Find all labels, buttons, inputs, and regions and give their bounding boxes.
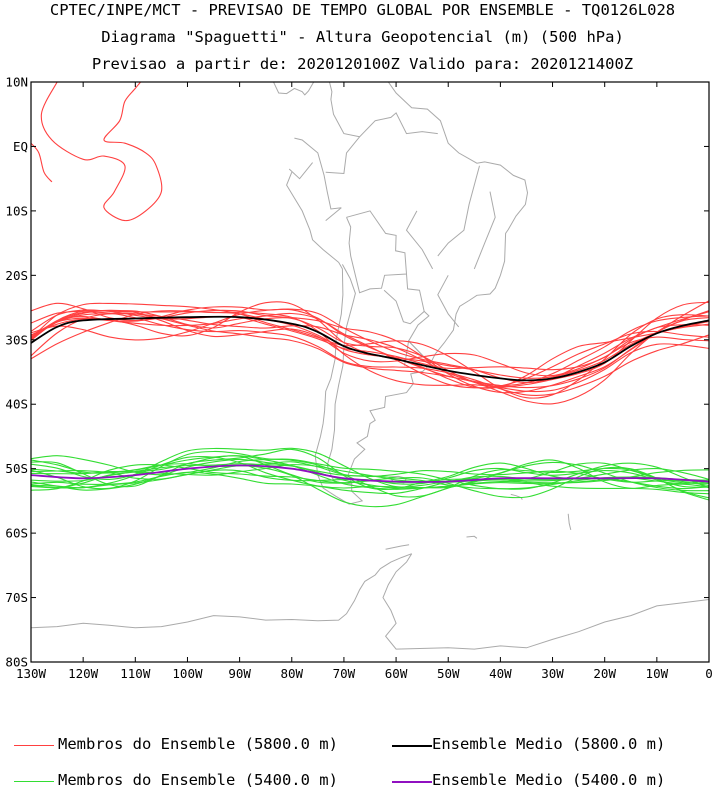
title-line-3: Previsao a partir de: 2020120100Z Valido… [91, 55, 634, 73]
title-line-2: Diagrama "Spaguetti" - Altura Geopotenci… [101, 28, 624, 46]
coastline-south-america [272, 82, 529, 505]
member-5400-line [31, 447, 709, 488]
member-5800-line-tropical [40, 82, 163, 222]
member-5800-line [31, 309, 709, 377]
coastline-borders-12 [405, 210, 434, 270]
lon-label: 100W [172, 666, 203, 681]
legend-red-members: Membros do Ensemble (5800.0 m) [58, 735, 338, 753]
lon-label: 10W [646, 666, 669, 681]
lon-label: 30W [541, 666, 564, 681]
legend-green-members: Membros do Ensemble (5400.0 m) [58, 771, 338, 789]
member-5800-line-tropical-2 [31, 142, 53, 183]
coastline-borders-5 [346, 210, 408, 294]
coastline-borders-10 [325, 207, 342, 221]
ensemble-means [31, 315, 709, 483]
lat-label: 10N [5, 75, 28, 90]
legend-black-mean: Ensemble Medio (5800.0 m) [432, 735, 666, 753]
axis-ticks [30, 81, 710, 663]
legend-black-line [392, 745, 432, 747]
legend-red-line [14, 745, 54, 746]
lon-label: 50W [437, 666, 460, 681]
lon-label: 80W [280, 666, 303, 681]
lat-label: 30S [5, 332, 28, 347]
coastline-central-america [203, 37, 271, 72]
coastline-south-shetland [385, 544, 410, 550]
legend-green-line [14, 781, 54, 782]
lat-label: 10S [5, 203, 28, 218]
coastline-south-orkney [466, 535, 478, 539]
coastline-borders-1 [326, 264, 356, 485]
longitude-labels: 130W 120W 110W 100W 90W 80W 70W 60W 50W 40W 30W 20W… [16, 666, 713, 681]
ensemble-members-5800 [31, 82, 709, 405]
mean-5800-line [31, 315, 709, 382]
lat-label: 80S [5, 655, 28, 670]
member-5800-line [31, 310, 709, 393]
lat-label: 20S [5, 268, 28, 283]
coastline-borders-2 [325, 112, 438, 175]
lon-label: 40W [489, 666, 512, 681]
lon-label: 60W [385, 666, 408, 681]
member-5800-line [31, 306, 709, 384]
lat-label: 50S [5, 461, 28, 476]
coastline-borders-13 [473, 191, 496, 270]
coastline-layer [31, 37, 709, 650]
coastline-borders-9 [328, 82, 360, 138]
coastline-borders-11 [437, 165, 480, 257]
coastline-south-georgia [510, 493, 523, 500]
title-line-1: CPTEC/INPE/MCT - PREVISAO DE TEMPO GLOBA… [49, 1, 676, 19]
lon-label: 110W [120, 666, 151, 681]
plot-frame [30, 81, 710, 663]
lat-label: 40S [5, 397, 28, 412]
latitude-labels: 10N EQ 10S 20S 30S 40S 50S 60S 70S 80S [5, 75, 28, 670]
legend-purple-mean: Ensemble Medio (5400.0 m) [432, 771, 666, 789]
lon-label: 130W [16, 666, 47, 681]
coastline-borders-14 [437, 275, 460, 328]
lon-label: 20W [593, 666, 616, 681]
lon-label: 90W [228, 666, 251, 681]
lon-label: 0 [705, 666, 713, 681]
coastline-borders-4 [288, 162, 313, 180]
lon-label: 70W [333, 666, 356, 681]
lon-label: 120W [68, 666, 99, 681]
mean-5400-line [31, 464, 709, 483]
coastline-south-sandwich [567, 513, 572, 531]
ensemble-members-5400 [31, 447, 709, 508]
coastline-borders-6 [383, 273, 425, 325]
coastline-borders-3 [294, 137, 342, 210]
lat-label: 60S [5, 526, 28, 541]
coastline-antarctic-weddell [382, 553, 709, 650]
coastline-antarctic-peninsula [31, 553, 412, 629]
lat-label: EQ [13, 139, 28, 154]
member-5800-line [31, 308, 709, 389]
member-5800-line [31, 301, 709, 388]
legend-purple-line [392, 781, 432, 783]
lat-label: 70S [5, 590, 28, 605]
